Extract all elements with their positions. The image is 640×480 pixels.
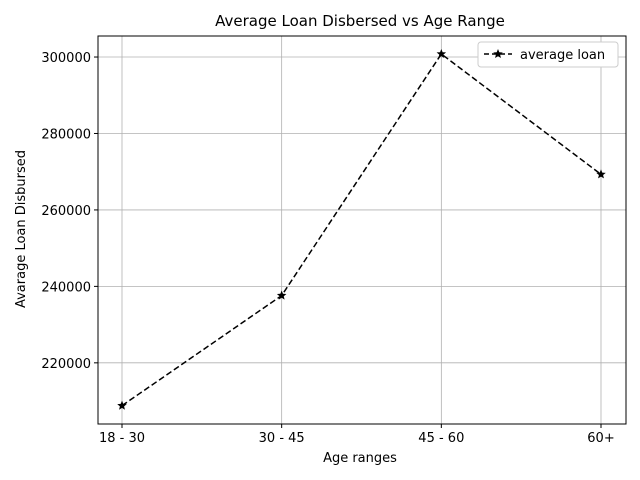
data-point: [436, 48, 447, 59]
x-tick-label: 60+: [587, 431, 614, 446]
data-point: [276, 290, 287, 300]
y-tick-label: 260000: [41, 204, 91, 219]
legend-star-marker: [493, 49, 503, 59]
data-point: [596, 169, 606, 179]
x-axis-ticks: 18 - 30 30 - 45 45 - 60 60+: [99, 424, 615, 446]
legend-box: [477, 41, 619, 68]
legend: average loan: [477, 41, 619, 68]
chart-title: Average Loan Disbersed vs Age Range: [215, 12, 505, 30]
x-axis-label: Age ranges: [323, 451, 397, 466]
y-tick-label: 280000: [41, 127, 91, 142]
plot-area: [117, 48, 606, 410]
axes-frame: [97, 35, 627, 425]
x-tick-label: 18 - 30: [99, 431, 145, 446]
series-line: [121, 52, 602, 407]
x-tick-label: 30 - 45: [259, 431, 305, 446]
y-tick-label: 220000: [41, 357, 91, 372]
data-point: [117, 400, 127, 410]
y-tick-label: 240000: [41, 280, 91, 295]
legend-label: average loan: [520, 48, 605, 63]
y-axis-label: Avarage Loan Disbursed: [14, 150, 29, 308]
y-axis-ticks: 220000 240000 260000 280000 300000: [41, 51, 98, 372]
x-tick-label: 45 - 60: [418, 431, 464, 446]
y-tick-label: 300000: [41, 51, 91, 66]
